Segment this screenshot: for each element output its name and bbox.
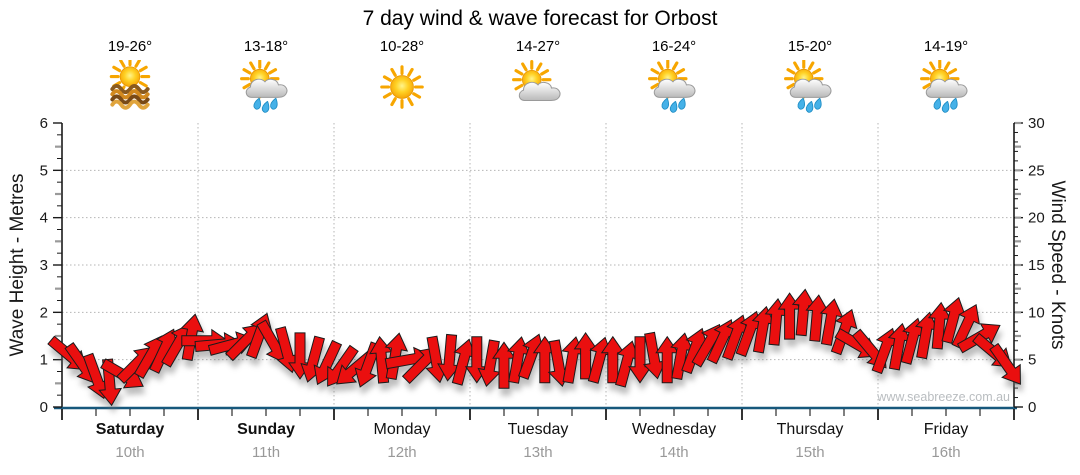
raindrops-icon [933,97,958,113]
wave-axis-tick-label: 1 [40,352,48,369]
weather-icon-partly-cloudy [512,60,561,102]
day-temperature-range: 14-27° [515,38,561,55]
wave-axis-tick-label: 2 [40,304,48,321]
weather-icon-sun-haze [109,60,151,110]
weather-icon-showers [648,60,696,113]
cloud-icon [653,78,696,98]
x-axis-day-date: 16th [931,444,961,461]
weather-icon-sunny [380,65,424,109]
wind-arrow [989,342,1021,385]
wind-axis-tick-label: 25 [1028,162,1045,179]
day-temperature-range: 15-20° [787,38,833,55]
cloud-icon [925,78,968,98]
x-axis-day-name: Friday [923,421,969,438]
chart-title: 7 day wind & wave forecast for Orbost [362,7,718,30]
x-axis-day-name: Saturday [95,421,165,438]
x-axis-day-name: Tuesday [507,421,569,438]
day-temperature-range: 19-26° [107,38,153,55]
x-axis-day-name: Wednesday [631,421,717,438]
wave-axis-tick-label: 6 [40,115,48,132]
weather-icon-showers [920,60,968,113]
x-axis-day-name: Sunday [237,421,295,438]
weather-icon-showers [784,60,832,113]
haze-waves-icon [110,84,150,110]
watermark: www.seabreeze.com.au [876,390,1010,404]
raindrops-icon [661,97,686,113]
x-axis-day-date: 15th [795,444,825,461]
x-axis-day-date: 13th [523,444,553,461]
wind-arrows-series [47,288,1021,407]
wind-axis-tick-label: 0 [1028,399,1036,416]
wave-axis-tick-label: 5 [40,162,48,179]
x-axis-day-date: 10th [115,444,145,461]
x-axis-day-date: 11th [251,444,281,461]
raindrops-icon [797,97,822,113]
day-temperature-range: 14-19° [923,38,969,55]
wind-arrow [951,303,980,350]
wind-axis-tick-label: 30 [1028,115,1045,132]
wind-axis-tick-label: 5 [1028,352,1036,369]
cloud-icon [789,78,832,98]
x-axis-day-name: Monday [373,421,431,438]
x-axis-day-date: 12th [387,444,417,461]
wave-axis-tick-label: 4 [40,210,48,227]
day-temperature-range: 13-18° [243,38,289,55]
cloud-icon [518,81,561,102]
sun-icon [380,65,424,109]
cloud-icon [245,78,288,98]
x-axis-day-name: Thursday [776,421,844,438]
wind-axis-tick-label: 10 [1028,304,1045,321]
day-temperature-range: 16-24° [651,38,697,55]
wind-axis-tick-label: 20 [1028,210,1045,227]
x-axis-day-date: 14th [659,444,689,461]
raindrops-icon [253,97,278,113]
day-temperature-range: 10-28° [379,38,425,55]
wave-axis-tick-label: 0 [40,399,48,416]
wave-axis-tick-label: 3 [40,257,48,274]
wind-axis-tick-label: 15 [1028,257,1045,274]
weather-icon-showers [240,60,288,113]
